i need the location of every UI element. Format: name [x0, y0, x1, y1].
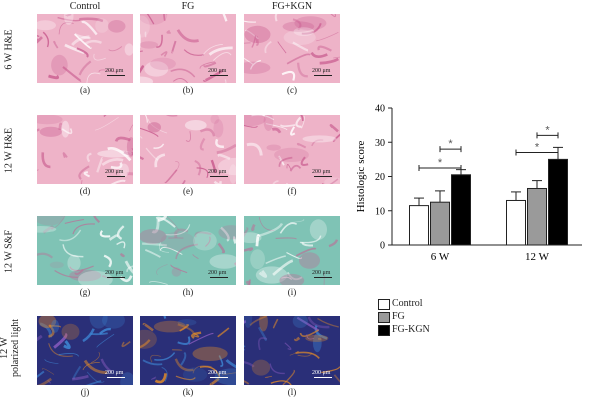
legend-swatch-fg	[378, 312, 390, 323]
bar-fg-kgn-12w	[548, 158, 568, 246]
scale-bar	[107, 377, 125, 378]
scale-label: 200 μm	[208, 270, 227, 276]
legend-swatch-control	[378, 299, 390, 310]
micrograph-6w-he-fg	[140, 14, 236, 83]
legend-item-control: Control	[378, 298, 423, 310]
legend-item-fg: FG	[378, 311, 405, 323]
significance-star: *	[448, 138, 453, 150]
legend-label-fg-kgn: FG-KGN	[392, 324, 430, 335]
panel-letter: (g)	[79, 287, 91, 297]
column-header-fg: FG	[181, 1, 195, 12]
bar-fg-12w	[527, 187, 547, 246]
legend-item-fg-kgn: FG-KGN	[378, 324, 430, 336]
scale-bar	[314, 277, 332, 278]
micrograph-6w-he-control	[37, 14, 133, 83]
scale-label: 200 μm	[105, 370, 124, 376]
panel-letter: (e)	[183, 186, 193, 196]
scale-bar	[107, 277, 125, 278]
y-tick-label: 30	[375, 138, 385, 149]
y-tick-label: 0	[380, 241, 385, 252]
panel-letter: (l)	[287, 387, 297, 397]
micrograph-12w-polarized-fg-kgn	[244, 316, 340, 385]
scale-bar	[210, 377, 228, 378]
legend-label-fg: FG	[392, 311, 405, 322]
scale-label: 200 μm	[105, 169, 124, 175]
legend-swatch-fg-kgn	[378, 325, 390, 336]
bar-fg-6w	[430, 201, 450, 246]
panel-letter: (j)	[80, 387, 90, 397]
scale-bar	[314, 75, 332, 76]
scale-label: 200 μm	[208, 68, 227, 74]
significance-star: *	[535, 142, 540, 154]
panel-letter: (b)	[182, 85, 194, 95]
panel-letter: (h)	[182, 287, 194, 297]
scale-label: 200 μm	[208, 169, 227, 175]
legend-label-control: Control	[392, 298, 423, 309]
scale-bar	[210, 75, 228, 76]
scale-label: 200 μm	[312, 68, 331, 74]
column-header-fg-kgn: FG+KGN	[271, 1, 313, 12]
y-tick-label: 10	[375, 206, 385, 217]
micrograph-6w-he-fg-kgn	[244, 14, 340, 83]
scale-label: 200 μm	[105, 68, 124, 74]
column-header-control: Control	[69, 1, 101, 12]
scale-bar	[314, 176, 332, 177]
panel-letter: (k)	[182, 387, 194, 397]
micrograph-12w-polarized-fg	[140, 316, 236, 385]
scale-bar	[314, 377, 332, 378]
scale-label: 200 μm	[105, 270, 124, 276]
scale-bar	[210, 277, 228, 278]
y-tick-label: 20	[375, 172, 385, 183]
scale-label: 200 μm	[312, 169, 331, 175]
y-axis-label: Histologic score	[355, 140, 367, 212]
micrograph-12w-sf-fg	[140, 216, 236, 285]
x-tick-label: 6 W	[431, 251, 450, 263]
scale-label: 200 μm	[312, 370, 331, 376]
micrograph-12w-sf-control	[37, 216, 133, 285]
panel-letter: (f)	[287, 186, 297, 196]
scale-bar	[107, 75, 125, 76]
panel-letter: (i)	[287, 287, 297, 297]
micrograph-12w-polarized-control	[37, 316, 133, 385]
micrograph-12w-he-fg	[140, 115, 236, 184]
row-label-12w-he: 12 W H&E	[3, 127, 15, 174]
scale-bar	[107, 176, 125, 177]
panel-letter: (a)	[80, 85, 90, 95]
scale-label: 200 μm	[208, 370, 227, 376]
panel-letter: (d)	[79, 186, 91, 196]
row-label-12w-polarized: 12 W polarized light	[0, 308, 21, 388]
panel-letter: (c)	[287, 85, 297, 95]
bar-control-6w	[409, 205, 429, 246]
scale-bar	[210, 176, 228, 177]
scale-label: 200 μm	[312, 270, 331, 276]
micrograph-12w-sf-fg-kgn	[244, 216, 340, 285]
row-label-12w-polarized-line1: 12 W	[0, 337, 10, 359]
x-tick-label: 12 W	[525, 251, 550, 263]
row-label-12w-sf: 12 W S&F	[3, 230, 15, 273]
micrograph-12w-he-fg-kgn	[244, 115, 340, 184]
bar-control-12w	[506, 199, 526, 246]
significance-star: *	[438, 157, 443, 169]
row-label-12w-polarized-line2: polarized light	[10, 318, 21, 378]
histologic-score-chart: 0 10 20 30 40 Histologic score 6 W 12 W * * * *	[355, 104, 582, 263]
micrograph-12w-he-control	[37, 115, 133, 184]
bar-fg-kgn-6w	[451, 174, 471, 246]
y-tick-label: 40	[375, 104, 385, 115]
row-label-6w-he: 6 W H&E	[3, 29, 15, 70]
significance-star: *	[545, 124, 550, 136]
